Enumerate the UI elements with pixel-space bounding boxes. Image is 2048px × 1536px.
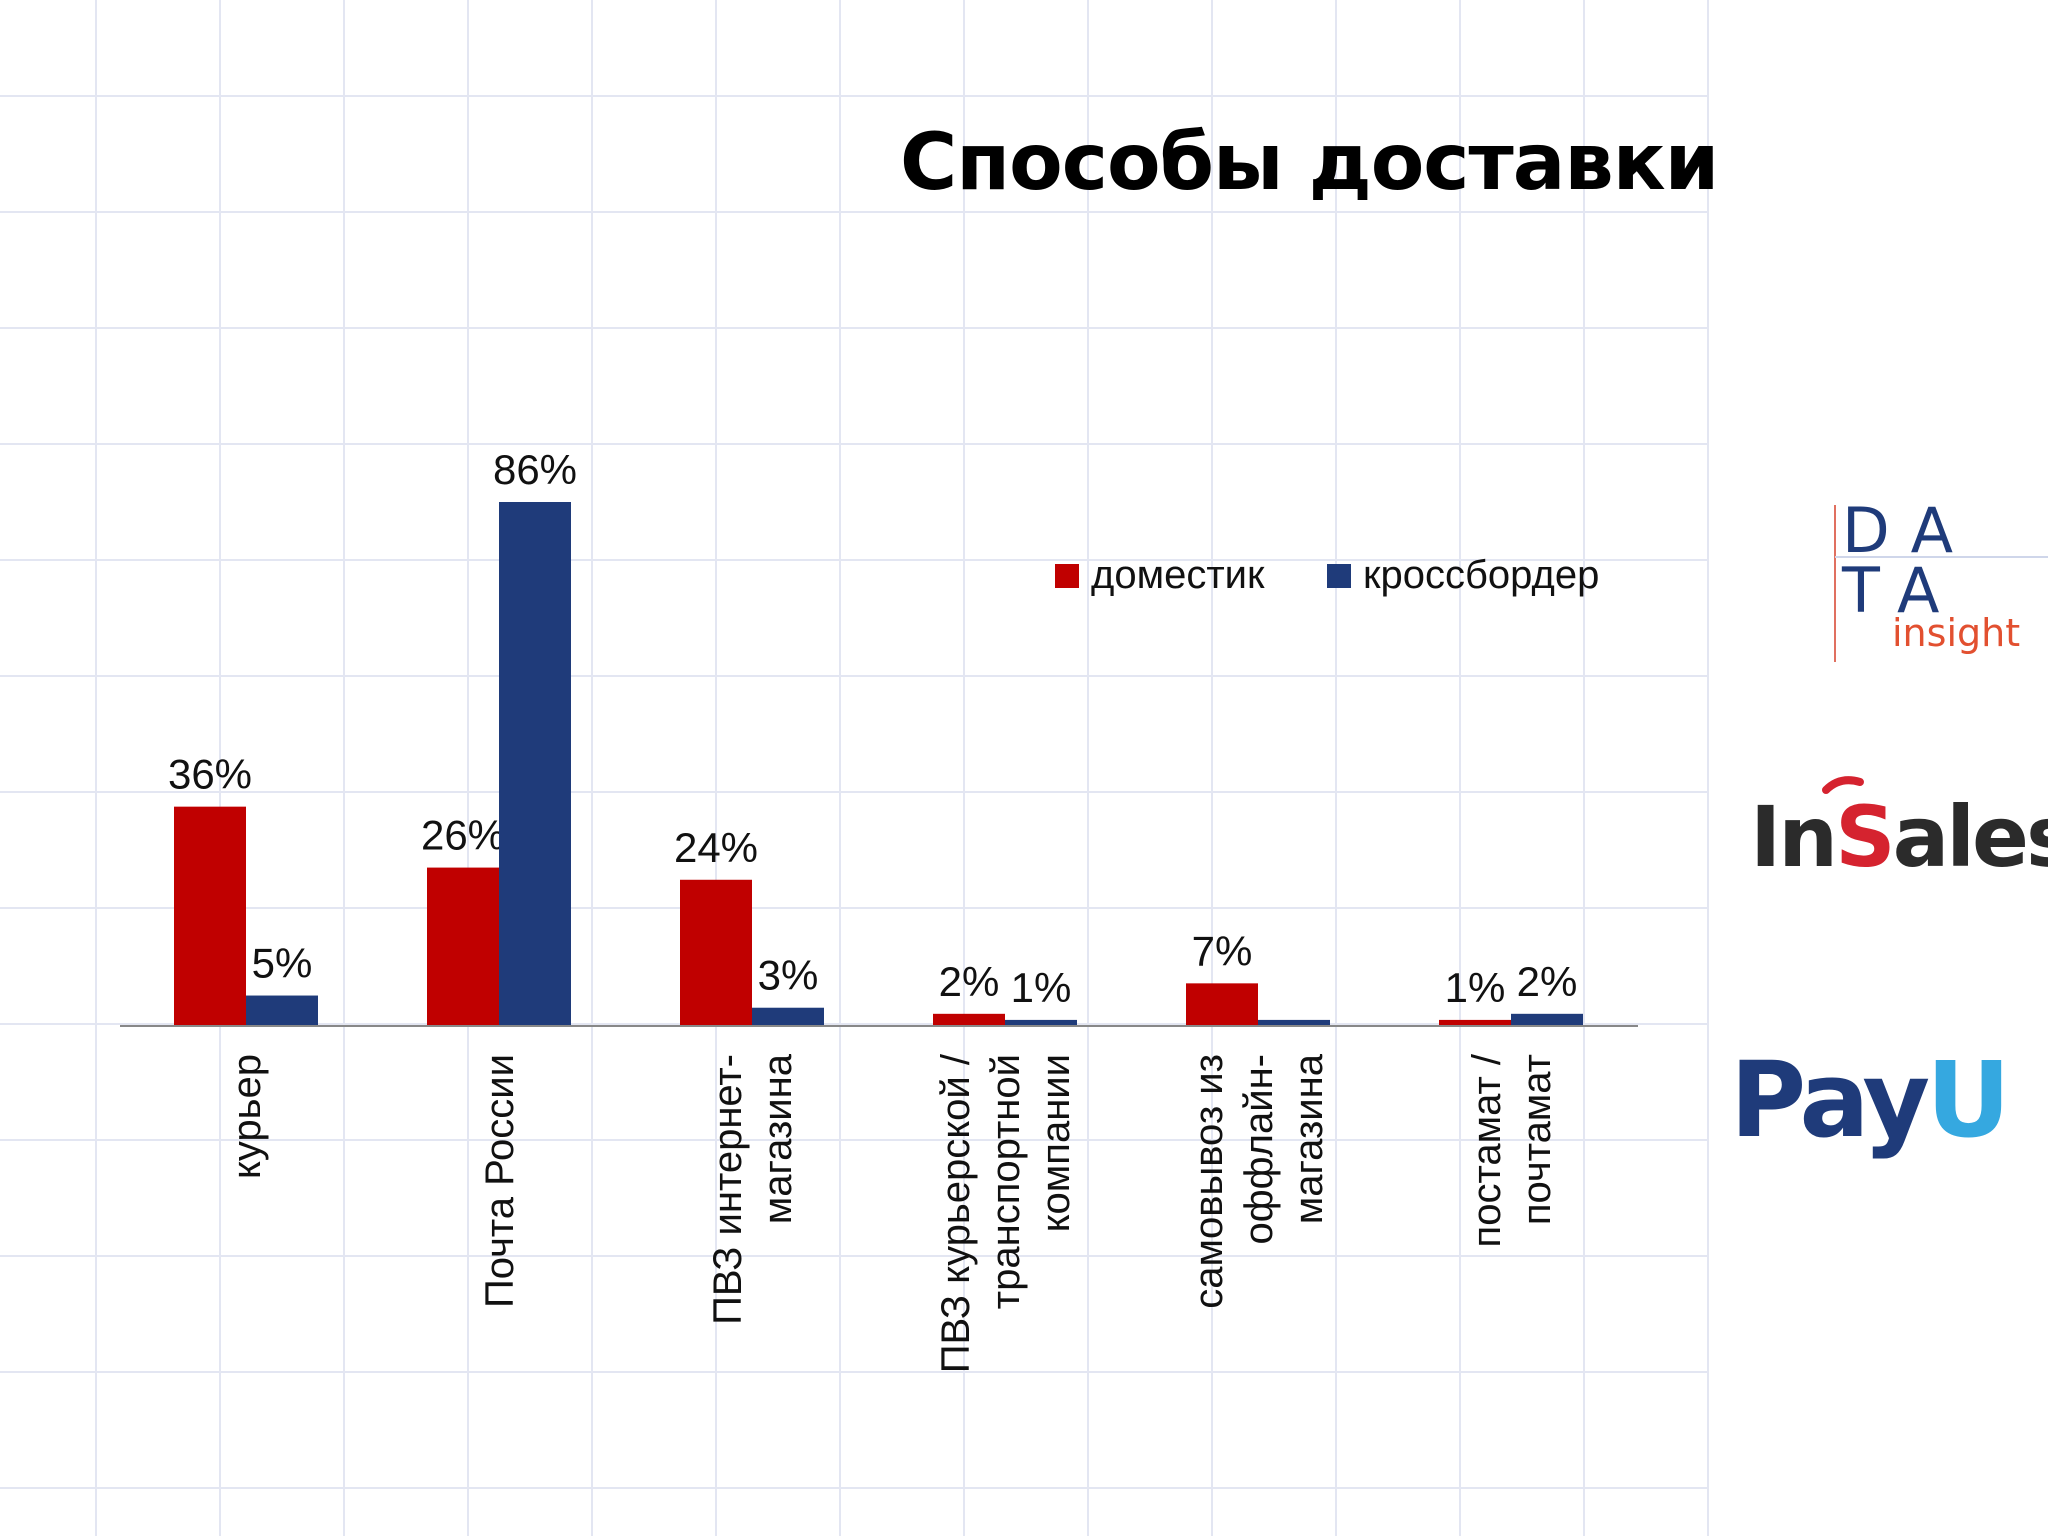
bar-domestic bbox=[1186, 983, 1258, 1026]
category-label-line: транспортной bbox=[984, 1054, 1028, 1309]
data-insight-logo: DA TA insight bbox=[1834, 500, 2048, 662]
logo-insight-text: insight bbox=[1892, 611, 2020, 655]
payu-logo: PayU bbox=[1730, 1040, 2011, 1160]
data-label: 3% bbox=[758, 952, 819, 999]
data-label: 1% bbox=[1011, 964, 1072, 1011]
logo-data-text: DA bbox=[1842, 500, 1975, 567]
insales-swoosh bbox=[1822, 776, 1864, 794]
category-label: самовывоз из оффлайн-магазина bbox=[1187, 1053, 1331, 1308]
data-label: 2% bbox=[1517, 958, 1578, 1005]
category-label-line: магазина bbox=[1287, 1053, 1331, 1224]
data-label: 24% bbox=[674, 824, 758, 871]
bar-domestic bbox=[680, 879, 752, 1026]
category-label-line: оффлайн- bbox=[1237, 1054, 1281, 1245]
category-label-line: магазина bbox=[756, 1053, 800, 1224]
legend-swatch bbox=[1327, 564, 1351, 588]
bar-crossborder bbox=[1005, 1019, 1077, 1026]
category-label: Почта России bbox=[478, 1054, 522, 1308]
data-label: 5% bbox=[252, 940, 313, 987]
bar-domestic bbox=[1439, 1019, 1511, 1026]
bar-crossborder bbox=[1258, 1019, 1330, 1026]
category-label: ПВЗ курьерской / транспортной компании bbox=[934, 1053, 1078, 1373]
category-label-line: компании bbox=[1034, 1054, 1078, 1232]
data-label: 36% bbox=[168, 751, 252, 798]
logo-insales-text: In bbox=[1750, 788, 1835, 880]
bar-domestic bbox=[933, 1013, 1005, 1026]
legend-swatch bbox=[1055, 564, 1079, 588]
category-label-line: ПВЗ курьерской / bbox=[934, 1053, 978, 1373]
category-label: постамат / почтамат bbox=[1465, 1053, 1559, 1247]
logo-payu-text: PayU bbox=[1730, 1040, 2007, 1160]
data-label: 1% bbox=[1445, 964, 1506, 1011]
category-label-line: самовывоз из bbox=[1187, 1054, 1231, 1309]
data-label: 86% bbox=[493, 446, 577, 493]
bar-domestic bbox=[174, 806, 246, 1026]
bar-domestic bbox=[427, 867, 499, 1026]
bar-crossborder bbox=[752, 1007, 824, 1026]
category-label-line: почтамат bbox=[1515, 1054, 1559, 1225]
data-label: 7% bbox=[1192, 927, 1253, 974]
legend-label: кроссбордер bbox=[1363, 553, 1599, 597]
page-title: Способы доставки bbox=[900, 118, 1719, 208]
bar-crossborder bbox=[246, 995, 318, 1026]
data-label: 26% bbox=[421, 812, 505, 859]
category-label: курьер bbox=[225, 1054, 269, 1179]
logo-data-text: TA bbox=[1841, 554, 1961, 627]
svg-text:InSales: InSales bbox=[1750, 788, 2048, 880]
data-label: 2% bbox=[939, 958, 1000, 1005]
bar-crossborder bbox=[499, 502, 571, 1026]
category-label-line: постамат / bbox=[1465, 1053, 1509, 1247]
logo-insales-s: S bbox=[1835, 788, 1893, 880]
category-label: ПВЗ интернет-магазина bbox=[706, 1053, 800, 1325]
legend-label: доместик bbox=[1091, 553, 1265, 597]
bar-crossborder bbox=[1511, 1013, 1583, 1026]
insales-logo: InSales bbox=[1750, 776, 2048, 880]
category-label-line: ПВЗ интернет- bbox=[706, 1054, 750, 1325]
logo-insales-text: ales bbox=[1893, 788, 2048, 880]
category-label-line: Почта России bbox=[478, 1054, 522, 1308]
category-label-line: курьер bbox=[225, 1054, 269, 1179]
